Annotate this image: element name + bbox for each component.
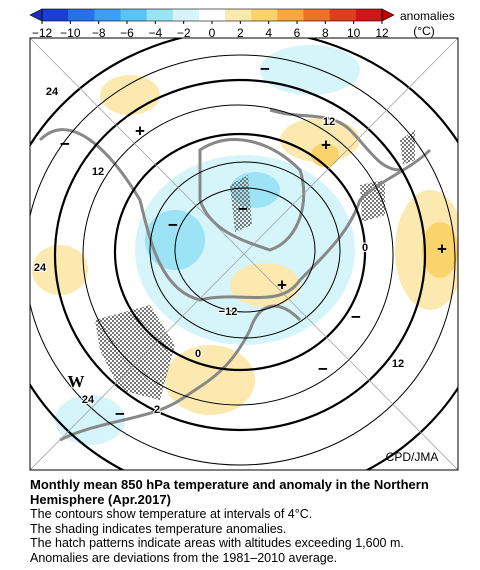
- sign-label: −: [60, 134, 70, 153]
- sign-label: −: [318, 359, 328, 378]
- colorbar-tick-label: 4: [265, 26, 272, 40]
- contour-label: 24: [46, 86, 59, 98]
- colorbar-segment: [251, 9, 278, 21]
- colorbar-tick-label: −8: [92, 26, 106, 40]
- anomaly-area: [280, 118, 360, 162]
- contour-label: 24: [34, 262, 47, 274]
- caption-line: Anomalies are deviations from the 1981–2…: [30, 550, 338, 565]
- contour-label: 0: [362, 242, 368, 254]
- contours: [30, 38, 458, 470]
- colorbar-under: [29, 8, 43, 22]
- high-terrain: [95, 305, 175, 400]
- colorbar-segment: [42, 9, 69, 21]
- colorbar-tick-label: 8: [322, 26, 329, 40]
- contour-label: 12: [392, 358, 404, 370]
- anomaly-area: [55, 395, 125, 445]
- colorbar-tick-label: 0: [209, 26, 216, 40]
- contour-label: 12: [323, 116, 335, 128]
- colorbar-label: anomalies: [400, 9, 455, 23]
- coastlines: [38, 108, 432, 442]
- contour-label: 12: [92, 166, 104, 178]
- contour-label: W: [68, 372, 85, 391]
- anomaly-area: [145, 210, 205, 270]
- colorbar-segment: [172, 9, 200, 21]
- caption-line: The contours show temperature at interva…: [30, 507, 313, 521]
- meridian: [30, 38, 458, 470]
- contour-label: 2: [154, 404, 160, 416]
- colorbar-segment: [225, 9, 252, 21]
- colorbar-tick-label: −12: [32, 26, 53, 40]
- colorbar-unit: (°C): [413, 24, 434, 38]
- colorbar-tick-label: 2: [237, 26, 244, 40]
- sign-label: +: [437, 239, 447, 258]
- colorbar-segment: [329, 9, 357, 21]
- caption-title: Monthly mean 850 hPa temperature and ano…: [30, 477, 429, 507]
- high-terrain: [230, 175, 252, 232]
- colorbar-segment: [120, 9, 148, 21]
- credit: CPD/JMA: [386, 450, 439, 464]
- colorbar-segment: [94, 9, 121, 21]
- colorbar-tick-label: 12: [375, 26, 389, 40]
- colorbar-tick-label: −4: [148, 26, 162, 40]
- anomaly-area: [422, 222, 458, 278]
- caption: Monthly mean 850 hPa temperature and ano…: [30, 477, 470, 565]
- contour-label: 24: [82, 394, 95, 406]
- colorbar-segment: [303, 9, 331, 21]
- colorbar-over: [381, 8, 395, 22]
- colorbar-tick-label: 6: [294, 26, 301, 40]
- sign-label: −: [168, 215, 178, 234]
- sign-label: +: [277, 275, 287, 294]
- contour-label: −12: [219, 306, 238, 318]
- caption-line: The hatch patterns indicate areas with a…: [30, 536, 404, 550]
- colorbar-tick-label: −2: [177, 26, 191, 40]
- sign-label: −: [238, 199, 248, 218]
- high-terrain: [360, 180, 385, 222]
- contour-label: 0: [195, 348, 201, 360]
- high-terrain: [400, 130, 415, 165]
- colorbar-segment: [146, 9, 174, 21]
- map: [30, 38, 458, 470]
- colorbar-segment: [68, 9, 95, 21]
- anomaly-area: [32, 245, 88, 295]
- map-labels: 24 12 12 0 24 −12 0 12 24 2 W + + + + − − − − − − −: [33, 59, 447, 423]
- caption-line: The shading indicates temperature anomal…: [30, 521, 287, 536]
- anomaly-area: [100, 75, 160, 115]
- colorbar-segment: [277, 9, 305, 21]
- sign-label: −: [115, 404, 125, 423]
- anomaly-area: [260, 45, 360, 95]
- sign-label: +: [321, 135, 331, 154]
- colorbar-tick-label: 10: [347, 26, 361, 40]
- colorbar-tick-label: −6: [120, 26, 134, 40]
- sign-label: −: [260, 59, 270, 78]
- colorbar-tick-label: −10: [60, 26, 81, 40]
- sign-label: +: [135, 121, 145, 140]
- colorbar-segment: [355, 9, 383, 21]
- colorbar-segment: [198, 9, 226, 21]
- map-frame: [29, 37, 459, 471]
- sign-label: −: [351, 307, 361, 326]
